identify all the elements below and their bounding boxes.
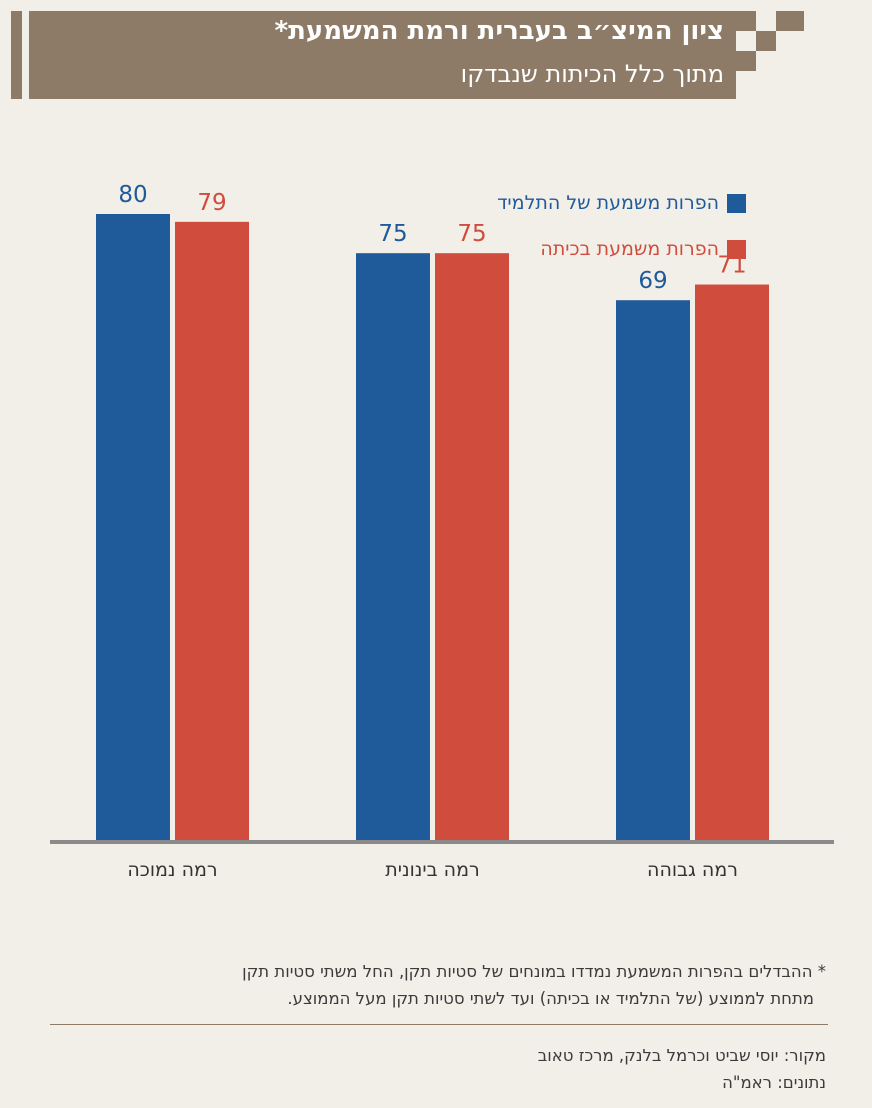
bar-class-1 [435, 253, 509, 841]
header-banner [11, 11, 736, 99]
legend-item-class: הפרות משמעת בכיתה [540, 238, 746, 260]
legend-item-student: הפרות משמעת של התלמיד [497, 192, 746, 214]
source-line: מקור: יוסי שביט וכרמל בלנק, מרכז טאוב [537, 1046, 826, 1065]
data-label-student-0: 80 [118, 182, 147, 208]
bar-student-0 [96, 214, 170, 841]
data-line: נתונים: ראמ"ה [722, 1073, 826, 1092]
bar-student-1 [356, 253, 430, 841]
bar-class-0 [175, 221, 249, 841]
x-tick-label-2: רמה גבוהה [647, 859, 738, 881]
legend-swatch-class [727, 239, 746, 259]
legend-label-class: הפרות משמעת בכיתה [540, 238, 719, 260]
bar-student-2 [616, 300, 690, 841]
x-tick-label-0: רמה נמוכה [127, 859, 217, 881]
divider [50, 1024, 828, 1025]
footnote: * ההבדלים בהפרות המשמעת נמדדו במונחים של… [106, 958, 826, 1012]
data-label-class-0: 79 [197, 190, 226, 216]
footnote-line-2: מתחת לממוצע (של התלמיד או בכיתה) ועד לשת… [287, 989, 814, 1008]
footnote-line-1: * ההבדלים בהפרות המשמעת נמדדו במונחים של… [242, 962, 826, 981]
legend-label-student: הפרות משמעת של התלמיד [497, 192, 719, 214]
data-label-class-1: 75 [457, 221, 486, 247]
chart-subtitle: מתוך כלל הכיתות שנבדקו [460, 60, 724, 88]
x-tick-label-1: רמה בינונית [385, 859, 479, 881]
data-label-student-2: 69 [638, 268, 667, 294]
legend-swatch-student [727, 193, 746, 213]
decor-square [756, 31, 776, 51]
source-block: מקור: יוסי שביט וכרמל בלנק, מרכז טאוב נת… [538, 1042, 826, 1096]
decor-square [776, 11, 804, 31]
bar-class-2 [695, 284, 769, 842]
decor-square [736, 11, 756, 31]
decor-square [736, 51, 756, 71]
header-stripe [22, 11, 29, 99]
chart-title: ציון המיצ״ב בעברית ורמת המשמעת* [274, 16, 724, 46]
data-label-student-1: 75 [378, 221, 407, 247]
